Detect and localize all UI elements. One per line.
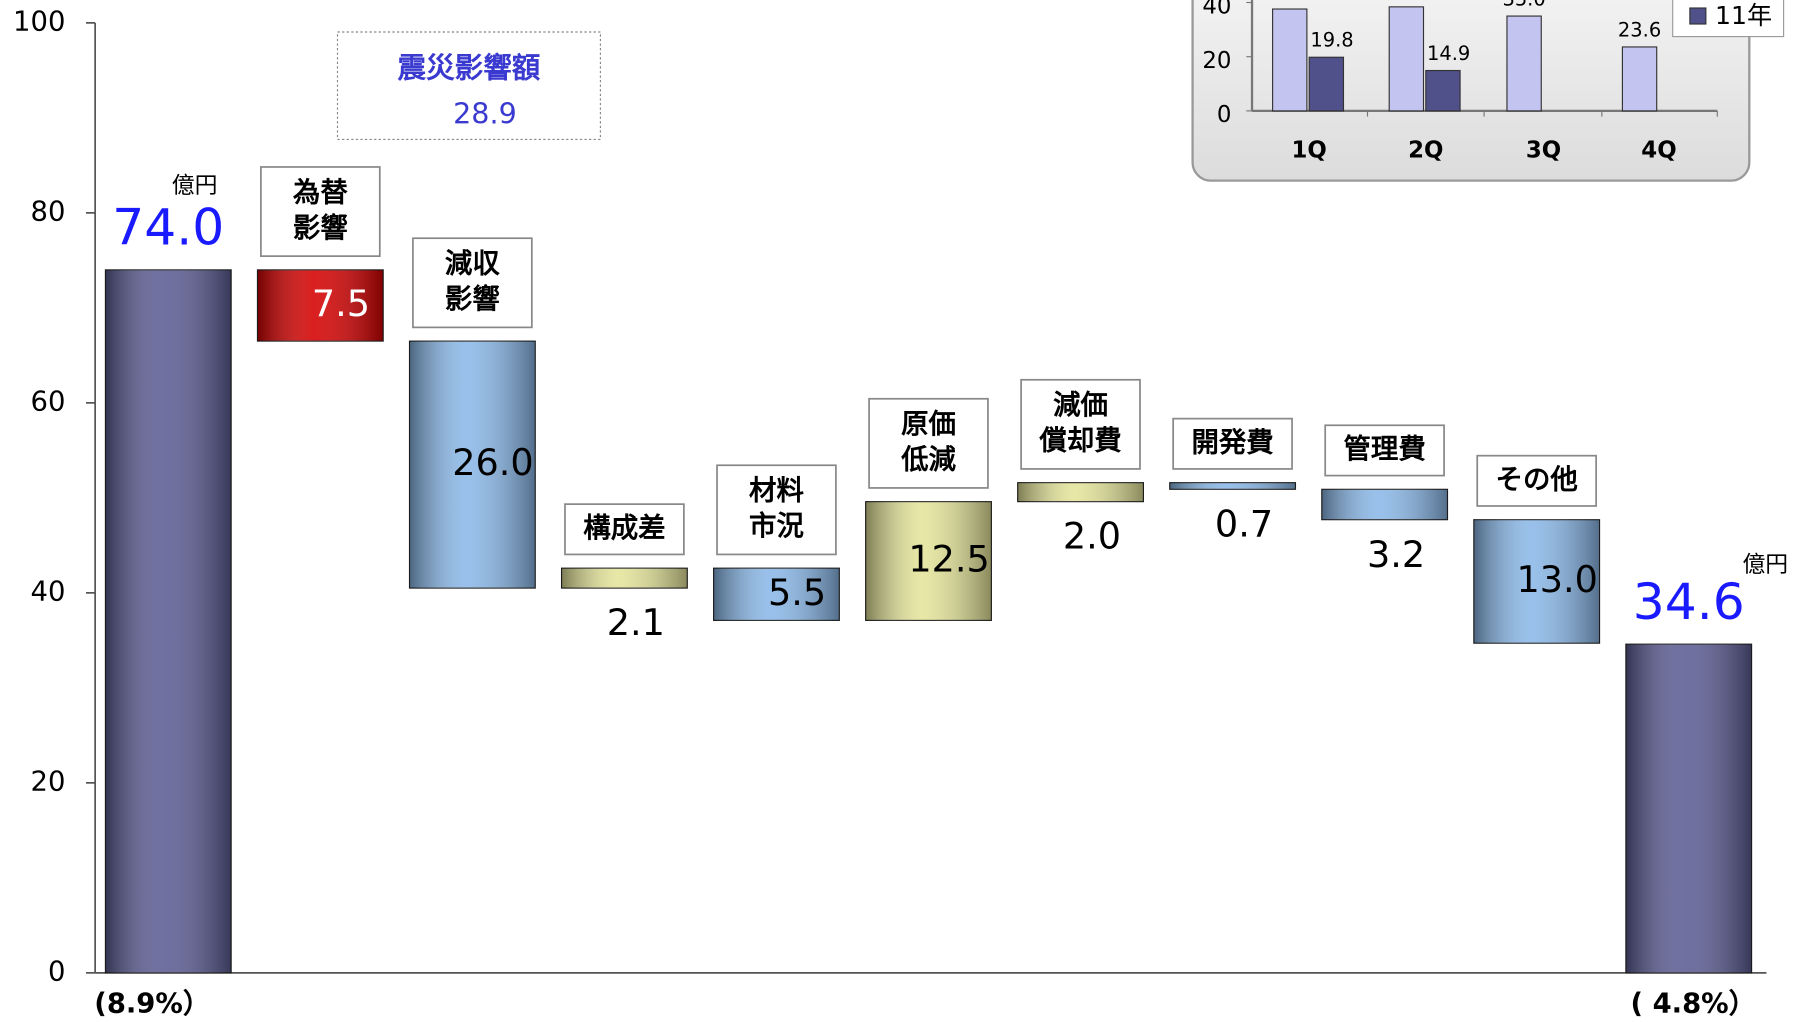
category-label: 影響 (445, 283, 500, 315)
inset-x-tick-label: 3Q (1526, 137, 1561, 163)
legend-swatch (1689, 7, 1707, 25)
y-tick-label: 80 (31, 196, 66, 227)
inset-bar (1308, 56, 1345, 112)
bar-shade (713, 568, 840, 621)
inset-x-tick-label: 4Q (1641, 137, 1676, 163)
y-tick-label: 60 (31, 386, 66, 417)
inset-bar (1272, 8, 1308, 112)
category-box (1476, 454, 1597, 507)
category-box (1172, 417, 1293, 470)
category-box (868, 397, 989, 489)
category-label: 開発費 (1191, 427, 1273, 458)
inset-value-label: 19.8 (1310, 29, 1353, 52)
category-label: その他 (1496, 464, 1578, 495)
category-label: 影響 (293, 212, 348, 244)
category-box (1020, 378, 1141, 470)
unit-label: 億円 (1742, 552, 1788, 578)
value-label: 2.0 (1063, 515, 1121, 558)
y-tick-label: 100 (13, 6, 65, 37)
category-label: 償却費 (1038, 426, 1121, 457)
inset-y-tick-label: 20 (1202, 48, 1231, 74)
category-label: 市況 (749, 510, 804, 542)
category-label: 為替 (293, 176, 348, 208)
category-label: 管理費 (1343, 433, 1425, 465)
value-label: 5.5 (768, 571, 826, 614)
value-label: 12.5 (908, 538, 989, 581)
unit-label: 億円 (172, 173, 218, 199)
category-label: 原価 (901, 409, 956, 440)
category-box (564, 503, 685, 556)
bar-shade (409, 341, 536, 589)
inset-bar (1506, 15, 1542, 112)
category-label: 減収 (445, 249, 500, 280)
category-box (716, 464, 837, 556)
note: (8.9%） (94, 988, 210, 1019)
legend-label: 11年 (1715, 1, 1772, 30)
bar-shade (561, 568, 688, 589)
inset-x-tick-label: 1Q (1292, 137, 1327, 163)
inset-bar (1621, 46, 1658, 112)
total-label: 74.0 (112, 197, 224, 256)
bar-shade (105, 269, 232, 973)
bar-shade (1169, 482, 1296, 490)
bar-shade (865, 501, 992, 621)
annotation-box (336, 31, 601, 141)
annotation-title: 震災影響額 (398, 51, 541, 85)
y-tick-label: 40 (31, 576, 66, 607)
annotation-value: 28.9 (453, 96, 517, 130)
value-label: 2.1 (607, 601, 665, 644)
value-label: 3.2 (1367, 533, 1425, 576)
inset-y-tick-label: 40 (1202, 0, 1231, 20)
inset-value-label: 23.6 (1618, 18, 1661, 41)
category-label: 材料 (749, 476, 804, 507)
y-tick-label: 0 (48, 956, 65, 987)
y-tick-label: 20 (31, 766, 66, 797)
category-label: 構成差 (583, 512, 665, 544)
note: ( 4.8%） (1631, 988, 1757, 1019)
total-label: 34.6 (1633, 572, 1745, 631)
bar-shade (1473, 519, 1600, 644)
inset-bar (1425, 69, 1461, 112)
category-box (260, 166, 381, 257)
value-label: 26.0 (452, 441, 533, 484)
inset-panel (1191, 0, 1751, 182)
category-label: 減価 (1053, 390, 1108, 421)
inset-x-tick-label: 2Q (1408, 137, 1443, 163)
inset-value-label: 35.0 (1502, 0, 1545, 11)
value-label: 7.5 (312, 282, 370, 325)
category-box (412, 237, 533, 329)
bar-shade (1625, 644, 1752, 973)
inset-y-tick-label: 0 (1217, 102, 1232, 128)
bar-shade (1321, 489, 1448, 520)
bar-shade (257, 269, 384, 342)
bar-shade (1017, 482, 1144, 502)
value-label: 0.7 (1215, 502, 1273, 545)
category-box (1324, 424, 1445, 477)
inset-value-label: 14.9 (1427, 42, 1470, 65)
inset-bar (1388, 6, 1425, 112)
category-label: 低減 (900, 445, 956, 476)
value-label: 13.0 (1517, 558, 1598, 601)
